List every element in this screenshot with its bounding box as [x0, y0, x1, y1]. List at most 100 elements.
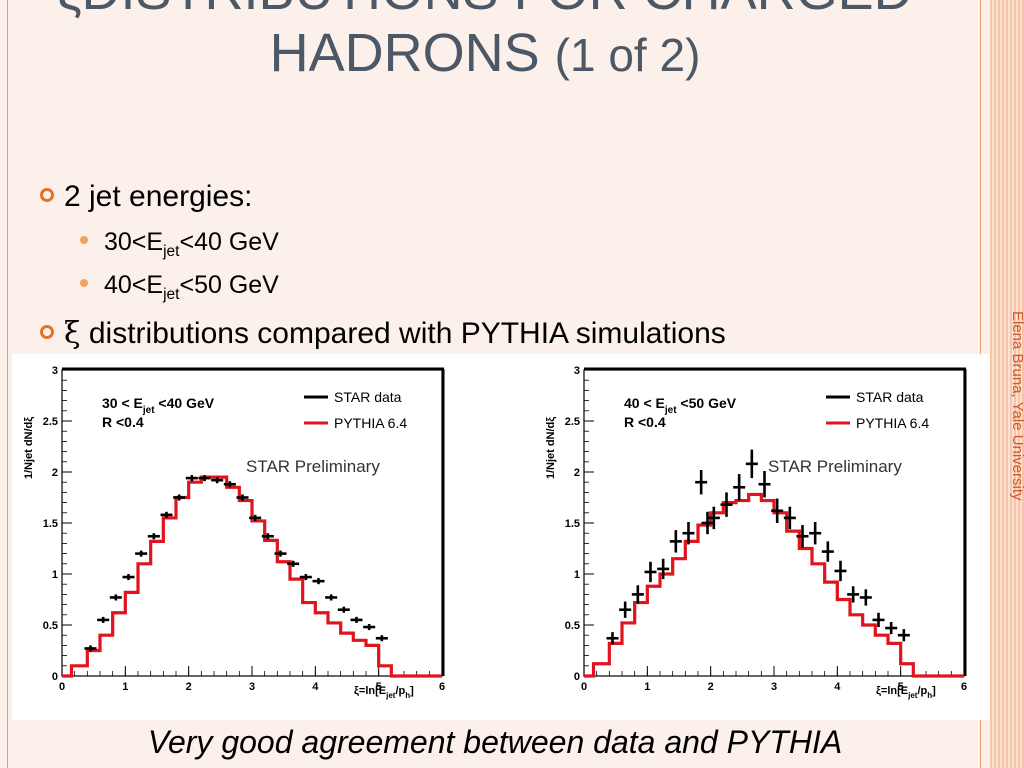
circle-bullet-icon: [40, 325, 54, 340]
bullet-text: 2 jet energies:: [64, 180, 253, 213]
range-prefix: 30<E: [104, 228, 164, 256]
data-point: [771, 498, 784, 523]
data-point: [631, 585, 644, 604]
x-axis-label-part: /p: [917, 685, 927, 697]
x-tick-label: 1: [644, 681, 650, 693]
dot-bullet-icon: [80, 236, 88, 245]
data-point: [872, 612, 885, 628]
data-point: [619, 601, 632, 618]
x-axis-label: ξ=ln[Ejet/ph]: [354, 685, 414, 700]
data-point: [249, 514, 262, 521]
y-tick-label: 0: [574, 671, 580, 683]
cut-label-radius: R <0.4: [102, 414, 144, 430]
cut-label-part: <40 GeV: [155, 395, 215, 411]
data-point: [337, 606, 350, 613]
data-point: [223, 481, 236, 488]
data-point: [375, 635, 388, 642]
range-suffix: <50 GeV: [179, 271, 279, 299]
x-axis-label: ξ=ln[Ejet/ph]: [876, 685, 936, 700]
data-point: [701, 511, 714, 535]
x-axis-label-part: ξ=ln[E: [354, 685, 386, 697]
x-tick-label: 6: [439, 681, 445, 693]
author-sidebar-text: Elena Bruna, Yale University: [1009, 311, 1024, 501]
y-tick-label: 0.5: [43, 620, 58, 632]
data-point: [745, 449, 758, 479]
x-tick-label: 6: [961, 681, 967, 693]
x-axis-label-part: /p: [395, 685, 405, 697]
y-axis-label: 1/Njet dN/dξ: [545, 417, 557, 479]
x-tick-label: 0: [581, 681, 587, 693]
star-preliminary-label: STAR Preliminary: [246, 457, 380, 476]
x-tick-label: 4: [312, 681, 319, 693]
y-tick-label: 1.5: [43, 518, 58, 530]
y-tick-label: 2: [52, 467, 58, 479]
cut-label-sub: jet: [664, 405, 677, 416]
xi-symbol: ξ: [64, 316, 81, 351]
data-point: [809, 522, 822, 545]
data-point: [669, 530, 682, 553]
x-tick-label: 5: [898, 681, 904, 693]
x-axis-label-sub: jet: [907, 691, 918, 700]
pythia-histogram: [584, 492, 964, 678]
data-point: [885, 621, 898, 635]
x-axis-label-sub: jet: [385, 691, 396, 700]
x-tick-label: 3: [771, 681, 777, 693]
data-point: [84, 645, 97, 652]
bullet-jet-energies: 2 jet energies:: [40, 180, 252, 214]
right-decorative-bar: [990, 0, 1024, 768]
star-preliminary-label: STAR Preliminary: [768, 457, 902, 476]
data-point: [363, 624, 376, 631]
data-point: [287, 560, 300, 567]
data-point: [325, 594, 338, 601]
data-point: [834, 560, 847, 582]
data-point: [695, 469, 708, 495]
slide-title: ξDISTRIBUTIONS FOR CHARGED HADRONS (1 of…: [40, 0, 930, 86]
x-tick-label: 3: [249, 681, 255, 693]
data-point: [606, 632, 619, 645]
data-point: [312, 578, 325, 585]
data-point: [211, 477, 224, 484]
pythia-histogram: [62, 475, 442, 678]
data-point: [707, 506, 720, 530]
xi-plot-30-40: 00.511.522.530 1 2 3 4 5 61/Njet dN/dξξ=ln[Eje…: [23, 365, 445, 700]
data-point: [758, 471, 771, 498]
range-subscript: jet: [163, 243, 180, 260]
cut-label-radius: R <0.4: [624, 414, 666, 430]
data-point: [147, 533, 160, 540]
data-point: [733, 474, 746, 501]
x-axis-label-part: ]: [410, 685, 414, 697]
x-tick-label: 2: [708, 681, 714, 693]
legend-label-pythia: PYTHIA 6.4: [334, 415, 407, 431]
y-tick-label: 1.5: [565, 518, 580, 530]
range-prefix: 40<E: [104, 271, 164, 299]
data-point: [783, 506, 796, 530]
data-point: [299, 574, 312, 581]
y-tick-label: 3: [574, 365, 580, 377]
range-subscript: jet: [163, 286, 180, 303]
y-axis-label: 1/Njet dN/dξ: [23, 417, 35, 479]
x-tick-label: 4: [834, 681, 841, 693]
title-main: ξDISTRIBUTIONS FOR CHARGED HADRONS: [57, 0, 912, 83]
x-axis-label-part: ]: [932, 685, 936, 697]
x-tick-label: 1: [122, 681, 128, 693]
plot-frame: [583, 369, 965, 677]
x-tick-label: 5: [376, 681, 382, 693]
title-suffix: (1 of 2): [554, 29, 701, 81]
x-tick-label: 2: [186, 681, 192, 693]
xi-plot-40-50: 00.511.522.530 1 2 3 4 5 61/Njet dN/dξξ=ln[Eje…: [545, 365, 967, 700]
data-point: [198, 475, 211, 482]
x-axis-label-sub: h: [927, 691, 932, 700]
x-tick-label: 0: [59, 681, 65, 693]
x-axis-label-part: ξ=ln[E: [876, 685, 908, 697]
legend-label-data: STAR data: [334, 389, 402, 405]
data-point: [821, 541, 834, 562]
bullet-energy-range-2: 40<Ejet<50 GeV: [80, 271, 279, 304]
left-border-line: [7, 0, 8, 768]
data-point: [847, 586, 860, 603]
data-point: [720, 492, 733, 517]
y-tick-label: 3: [52, 365, 58, 377]
bullet-energy-range-1: 30<Ejet<40 GeV: [80, 228, 279, 261]
y-tick-label: 0.5: [565, 620, 580, 632]
bullet-xi-distributions: ξ distributions compared with PYTHIA sim…: [40, 316, 726, 351]
data-point: [236, 494, 249, 501]
